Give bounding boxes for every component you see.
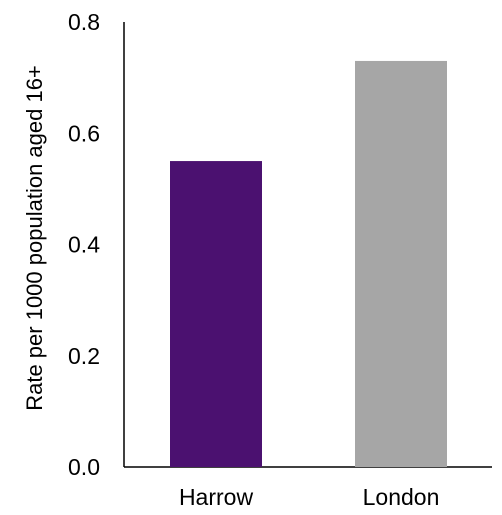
y-tick-labels: 0.0 0.2 0.4 0.6 0.8 (68, 9, 100, 480)
y-tick-label: 0.0 (68, 454, 100, 480)
category-labels: Harrow London (179, 484, 439, 510)
y-axis-title: Rate per 1000 population aged 16+ (22, 65, 47, 411)
y-tick-label: 0.4 (68, 232, 100, 258)
bar-london (355, 61, 447, 467)
bar-harrow (170, 161, 262, 467)
y-tick-label: 0.2 (68, 343, 100, 369)
y-tick-label: 0.6 (68, 120, 100, 146)
category-label-harrow: Harrow (179, 484, 254, 510)
bars (170, 61, 447, 467)
category-label-london: London (363, 484, 440, 510)
y-tick-label: 0.8 (68, 9, 100, 35)
